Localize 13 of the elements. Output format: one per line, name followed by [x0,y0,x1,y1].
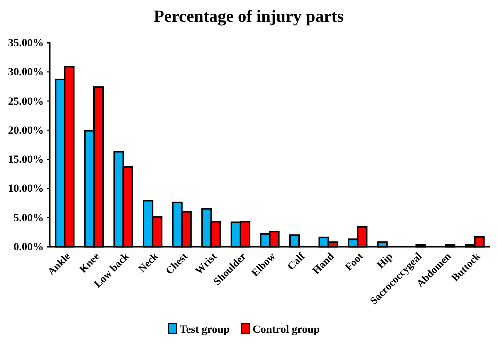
y-tick-label: 35.00% [8,38,44,50]
legend-label: Test group [180,324,230,336]
y-tick-label: 5.00% [14,212,44,224]
y-tick-label: 15.00% [8,154,44,166]
y-tick-label: 10.00% [8,183,44,196]
chart-title: Percentage of injury parts [154,7,344,26]
y-tick-label: 25.00% [8,96,44,108]
y-tick-label: 20.00% [8,124,44,137]
x-tick-label: Calf [286,251,308,273]
legend-label: Control group [252,324,320,336]
y-tick-label: 0.00% [14,242,44,254]
y-tick-label: 30.00% [8,66,44,79]
x-tick-label: Foot [344,251,366,274]
